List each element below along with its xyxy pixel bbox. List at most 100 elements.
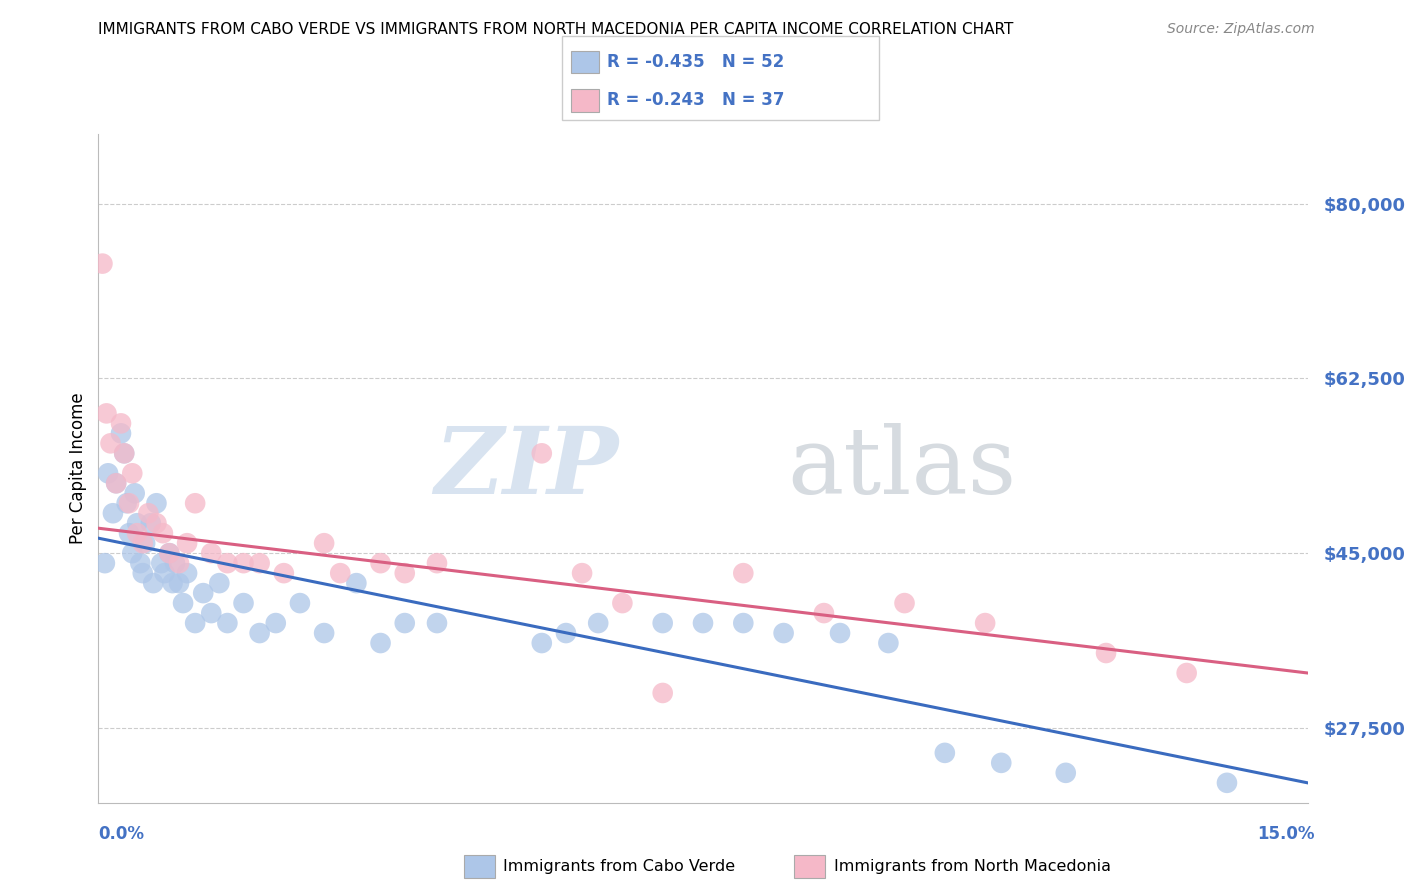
Point (426, 616, 449, 631)
Point (344, 576, 367, 591)
Point (145, 496, 167, 510)
Point (394, 616, 416, 631)
Point (91, 257, 114, 271)
Point (121, 467, 143, 481)
Point (314, 536, 336, 550)
Point (112, 446, 135, 460)
Point (184, 616, 207, 631)
Text: IMMIGRANTS FROM CABO VERDE VS IMMIGRANTS FROM NORTH MACEDONIA PER CAPITA INCOME : IMMIGRANTS FROM CABO VERDE VS IMMIGRANTS… (98, 22, 1014, 37)
Point (733, 566, 755, 581)
Point (127, 516, 149, 531)
Point (127, 526, 149, 541)
Text: Immigrants from North Macedonia: Immigrants from North Macedonia (834, 859, 1111, 873)
Point (105, 476, 128, 491)
Text: R = -0.435   N = 52: R = -0.435 N = 52 (607, 53, 785, 70)
Point (145, 516, 167, 531)
Point (118, 526, 141, 541)
Point (314, 626, 336, 640)
Text: Source: ZipAtlas.com: Source: ZipAtlas.com (1167, 22, 1315, 37)
Point (288, 596, 311, 610)
Point (974, 616, 997, 631)
Point (172, 596, 194, 610)
Point (1175, 665, 1198, 680)
Point (167, 556, 190, 570)
Point (153, 566, 176, 581)
Point (124, 486, 146, 500)
Point (877, 636, 900, 650)
Point (934, 746, 956, 760)
Point (138, 506, 160, 520)
Point (893, 596, 915, 610)
Y-axis label: Per Capita Income: Per Capita Income (69, 392, 87, 544)
Point (232, 596, 254, 610)
Point (193, 586, 215, 600)
Point (157, 546, 180, 560)
Point (530, 636, 553, 650)
Text: R = -0.243   N = 37: R = -0.243 N = 37 (607, 91, 785, 109)
Point (110, 417, 132, 431)
Point (772, 626, 794, 640)
Point (162, 576, 184, 591)
Point (370, 636, 392, 650)
Point (129, 556, 152, 570)
Point (121, 546, 143, 560)
Point (132, 536, 155, 550)
Point (96, 406, 118, 420)
Point (733, 616, 755, 631)
Point (571, 566, 593, 581)
Text: 15.0%: 15.0% (1257, 825, 1315, 843)
Point (232, 556, 254, 570)
Point (426, 556, 449, 570)
Point (651, 686, 673, 700)
Point (586, 616, 609, 631)
Point (134, 536, 156, 550)
Point (142, 576, 165, 591)
Point (200, 546, 222, 560)
Point (1054, 765, 1077, 780)
Point (97, 467, 120, 481)
Point (139, 516, 162, 531)
Point (163, 556, 186, 570)
Point (176, 536, 198, 550)
Point (176, 566, 198, 581)
Point (264, 616, 287, 631)
Point (1095, 646, 1118, 660)
Point (1216, 776, 1239, 790)
Point (115, 496, 138, 510)
Point (370, 556, 392, 570)
Point (217, 616, 239, 631)
Point (100, 436, 122, 450)
Point (118, 496, 141, 510)
Point (555, 626, 578, 640)
Point (651, 616, 673, 631)
Point (94, 556, 117, 570)
Point (394, 566, 416, 581)
Point (813, 606, 835, 620)
Point (112, 446, 135, 460)
Text: Immigrants from Cabo Verde: Immigrants from Cabo Verde (503, 859, 735, 873)
Point (217, 556, 239, 570)
Point (132, 566, 155, 581)
Text: atlas: atlas (787, 424, 1017, 513)
Point (105, 476, 128, 491)
Point (208, 576, 231, 591)
Point (157, 546, 180, 560)
Point (110, 426, 132, 441)
Point (990, 756, 1012, 770)
Text: ZIP: ZIP (434, 424, 619, 513)
Point (329, 566, 352, 581)
Point (152, 526, 174, 541)
Point (150, 556, 173, 570)
Point (273, 566, 295, 581)
Point (101, 506, 124, 520)
Point (249, 626, 271, 640)
Point (828, 626, 851, 640)
Point (167, 576, 190, 591)
Point (200, 606, 222, 620)
Text: 0.0%: 0.0% (98, 825, 145, 843)
Point (184, 496, 207, 510)
Point (692, 616, 714, 631)
Point (612, 596, 634, 610)
Point (530, 446, 553, 460)
Point (249, 556, 271, 570)
